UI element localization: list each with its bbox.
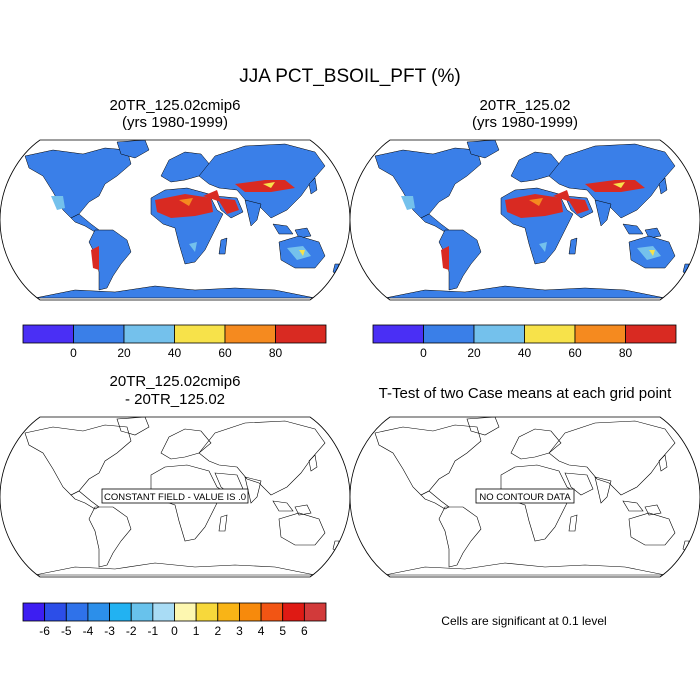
message-box: [475, 488, 575, 504]
colorbar-tick-label: 20: [467, 346, 481, 360]
world-map-outline: CONSTANT FIELD - VALUE IS .0: [0, 416, 351, 578]
colorbar-tick-label: -6: [39, 624, 50, 638]
world-map-outline: NO CONTOUR DATA: [349, 416, 700, 578]
colorbar-swatch: [174, 602, 197, 622]
colorbar-tick-label: 80: [269, 346, 283, 360]
no-contour-message: NO CONTOUR DATA: [479, 492, 571, 503]
colorbar-tick-label: 2: [214, 624, 221, 638]
colorbar-swatch: [282, 602, 305, 622]
colorbar-absolute-right: 0 20 40 60 80: [372, 324, 677, 360]
colorbar-swatch: [109, 602, 132, 622]
colorbar-swatch: [87, 602, 110, 622]
colorbar-absolute-left: 0 20 40 60 80: [22, 324, 327, 360]
constant-field-message: CONSTANT FIELD - VALUE IS .0: [104, 492, 246, 503]
significance-footnote: Cells are significant at 0.1 level: [441, 614, 606, 628]
colorbar-tick-label: 40: [518, 346, 532, 360]
colorbar-tick-label: 5: [279, 624, 286, 638]
colorbar-swatch: [44, 602, 67, 622]
colorbar-swatch: [217, 602, 240, 622]
panel-subtitle: - 20TR_125.02: [125, 391, 225, 408]
panel-bottom-right: T-Test of two Case means at each grid po…: [349, 385, 700, 628]
colorbar-swatch: [303, 602, 327, 622]
colorbar-swatch: [574, 324, 626, 344]
colorbar-swatch: [22, 602, 46, 622]
panel-subtitle: (yrs 1980-1999): [122, 114, 228, 131]
colorbar-swatch: [65, 602, 89, 622]
colorbar-tick-label: 0: [420, 346, 427, 360]
colorbar-tick-label: 80: [619, 346, 633, 360]
panel-title: 20TR_125.02: [480, 97, 571, 114]
figure-title: JJA PCT_BSOIL_PFT (%): [239, 66, 460, 87]
colorbar-tick-label: 60: [218, 346, 232, 360]
message-box: [101, 488, 249, 504]
colorbar-tick-label: 40: [168, 346, 182, 360]
panel-title: T-Test of two Case means at each grid po…: [379, 385, 672, 402]
colorbar-tick-label: 3: [236, 624, 243, 638]
colorbar-tick-label: 6: [301, 624, 308, 638]
world-map: [349, 139, 700, 301]
colorbar-tick-label: -1: [148, 624, 159, 638]
colorbar-swatch: [195, 602, 219, 622]
world-map: [0, 139, 351, 301]
colorbar-tick-label: -2: [126, 624, 137, 638]
panel-title: 20TR_125.02cmip6: [110, 97, 241, 114]
colorbar-swatch: [174, 324, 226, 344]
colorbar-swatch: [224, 324, 276, 344]
panel-subtitle: (yrs 1980-1999): [472, 114, 578, 131]
panel-title: 20TR_125.02cmip6: [110, 373, 241, 390]
colorbar-swatch: [239, 602, 262, 622]
panel-bottom-left: 20TR_125.02cmip6 - 20TR_125.02 CONSTANT …: [0, 373, 351, 578]
panel-top-right: 20TR_125.02 (yrs 1980-1999): [349, 97, 700, 301]
colorbar-tick-label: -4: [83, 624, 94, 638]
colorbar-swatch: [524, 324, 576, 344]
colorbar-swatch: [130, 602, 154, 622]
colorbar-swatch: [423, 324, 475, 344]
colorbar-difference: -6 -5 -4 -3 -2 -1 0 1 2 3 4 5 6: [22, 602, 327, 638]
colorbar-tick-label: 60: [568, 346, 582, 360]
colorbar-swatch: [73, 324, 125, 344]
colorbar-tick-label: 0: [70, 346, 77, 360]
colorbar-swatch: [260, 602, 284, 622]
colorbar-swatch: [22, 324, 74, 344]
colorbar-swatch: [473, 324, 525, 344]
colorbar-tick-label: -3: [104, 624, 115, 638]
colorbar-swatch: [275, 324, 327, 344]
colorbar-swatch: [372, 324, 424, 344]
colorbar-tick-label: -5: [61, 624, 72, 638]
colorbar-tick-label: 0: [171, 624, 178, 638]
colorbar-tick-label: 1: [193, 624, 200, 638]
colorbar-swatch: [123, 324, 175, 344]
colorbar-swatch: [625, 324, 677, 344]
panel-top-left: 20TR_125.02cmip6 (yrs 1980-1999): [0, 97, 351, 301]
colorbar-tick-label: 4: [258, 624, 265, 638]
colorbar-tick-label: 20: [117, 346, 131, 360]
colorbar-swatch: [152, 602, 175, 622]
